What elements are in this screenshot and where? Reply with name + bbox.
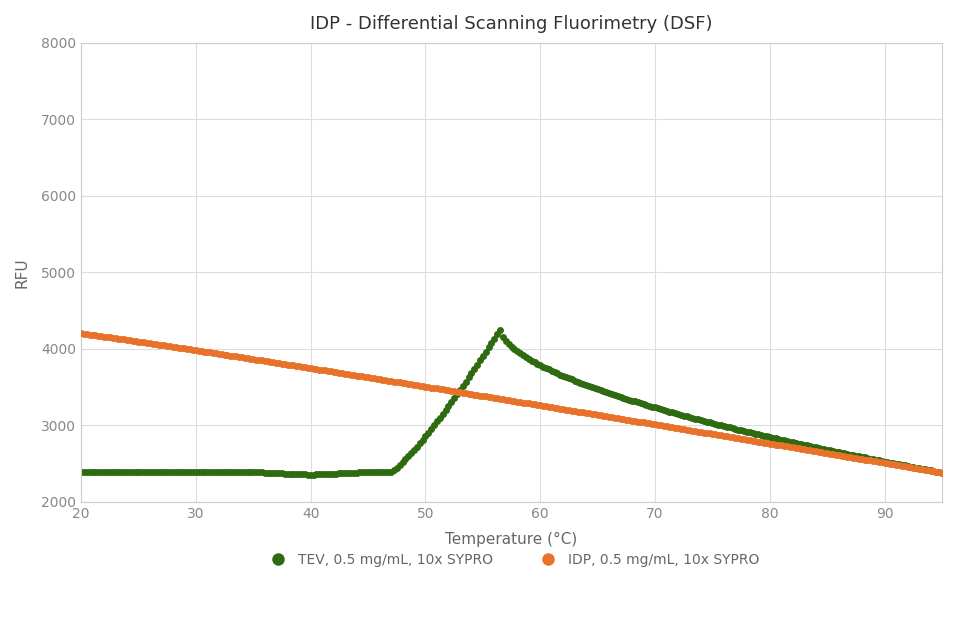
TEV, 0.5 mg/mL, 10x SYPRO <box>426 425 437 433</box>
X-axis label: Temperature (°C): Temperature (°C) <box>445 532 578 547</box>
TEV, 0.5 mg/mL, 10x SYPRO <box>936 469 947 476</box>
TEV, 0.5 mg/mL, 10x SYPRO <box>76 468 87 476</box>
Title: IDP - Differential Scanning Fluorimetry (DSF): IDP - Differential Scanning Fluorimetry … <box>310 15 713 33</box>
IDP, 0.5 mg/mL, 10x SYPRO <box>663 423 675 430</box>
Line: TEV, 0.5 mg/mL, 10x SYPRO: TEV, 0.5 mg/mL, 10x SYPRO <box>78 326 946 478</box>
IDP, 0.5 mg/mL, 10x SYPRO <box>452 388 463 396</box>
IDP, 0.5 mg/mL, 10x SYPRO <box>873 458 884 466</box>
Line: IDP, 0.5 mg/mL, 10x SYPRO: IDP, 0.5 mg/mL, 10x SYPRO <box>78 330 946 476</box>
TEV, 0.5 mg/mL, 10x SYPRO <box>305 471 317 478</box>
IDP, 0.5 mg/mL, 10x SYPRO <box>76 329 87 337</box>
IDP, 0.5 mg/mL, 10x SYPRO <box>752 438 764 445</box>
TEV, 0.5 mg/mL, 10x SYPRO <box>495 326 506 333</box>
TEV, 0.5 mg/mL, 10x SYPRO <box>807 443 818 450</box>
IDP, 0.5 mg/mL, 10x SYPRO <box>423 383 434 391</box>
TEV, 0.5 mg/mL, 10x SYPRO <box>758 432 769 440</box>
Legend: TEV, 0.5 mg/mL, 10x SYPRO, IDP, 0.5 mg/mL, 10x SYPRO: TEV, 0.5 mg/mL, 10x SYPRO, IDP, 0.5 mg/m… <box>258 547 765 573</box>
TEV, 0.5 mg/mL, 10x SYPRO <box>669 410 680 417</box>
IDP, 0.5 mg/mL, 10x SYPRO <box>936 469 947 476</box>
IDP, 0.5 mg/mL, 10x SYPRO <box>801 446 812 454</box>
TEV, 0.5 mg/mL, 10x SYPRO <box>879 458 890 466</box>
Y-axis label: RFU: RFU <box>15 257 30 288</box>
TEV, 0.5 mg/mL, 10x SYPRO <box>455 386 466 394</box>
